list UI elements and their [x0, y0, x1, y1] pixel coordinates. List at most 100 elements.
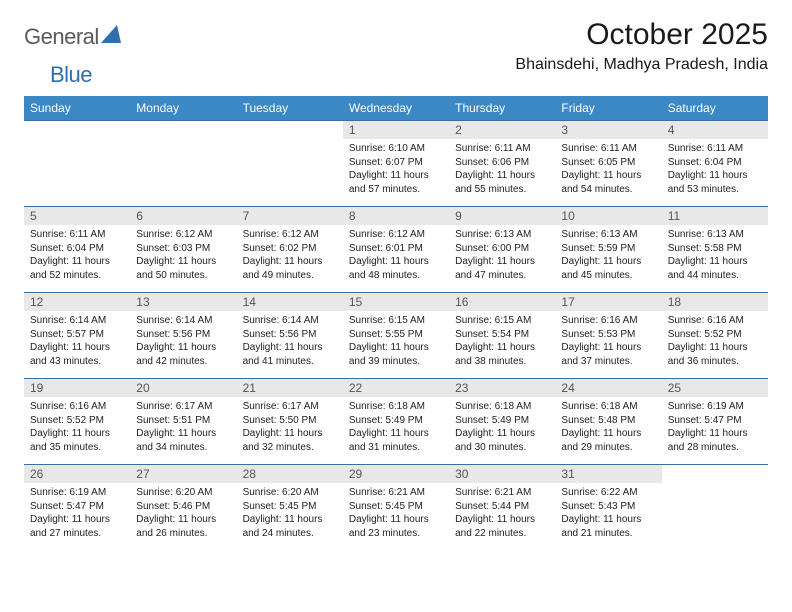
calendar-cell: [130, 121, 236, 207]
daylight-value: 11 hours and 43 minutes.: [30, 342, 110, 367]
sunset-value: 6:04 PM: [67, 243, 104, 254]
day-details: Sunrise: 6:12 AMSunset: 6:02 PMDaylight:…: [237, 225, 343, 286]
sunset-value: 5:52 PM: [704, 329, 741, 340]
day-details: Sunrise: 6:11 AMSunset: 6:06 PMDaylight:…: [449, 139, 555, 200]
brand-word-1: General: [24, 24, 99, 50]
sunset-value: 6:04 PM: [704, 157, 741, 168]
calendar-week: 26Sunrise: 6:19 AMSunset: 5:47 PMDayligh…: [24, 465, 768, 551]
sunset-value: 5:55 PM: [386, 329, 423, 340]
sunset-value: 5:45 PM: [386, 501, 423, 512]
page-title: October 2025: [515, 18, 768, 52]
daylight-value: 11 hours and 39 minutes.: [349, 342, 429, 367]
sunrise-value: 6:20 AM: [282, 487, 319, 498]
calendar-body: 1Sunrise: 6:10 AMSunset: 6:07 PMDaylight…: [24, 121, 768, 551]
day-number: 21: [237, 379, 343, 397]
calendar-table: SundayMondayTuesdayWednesdayThursdayFrid…: [24, 96, 768, 551]
sunset-value: 5:47 PM: [704, 415, 741, 426]
day-number: 5: [24, 207, 130, 225]
day-details: Sunrise: 6:18 AMSunset: 5:49 PMDaylight:…: [343, 397, 449, 458]
daylight-value: 11 hours and 34 minutes.: [136, 428, 216, 453]
daylight-value: 11 hours and 37 minutes.: [561, 342, 641, 367]
day-number: 12: [24, 293, 130, 311]
day-number: 7: [237, 207, 343, 225]
day-details: Sunrise: 6:14 AMSunset: 5:56 PMDaylight:…: [237, 311, 343, 372]
calendar-cell: 8Sunrise: 6:12 AMSunset: 6:01 PMDaylight…: [343, 207, 449, 293]
sunset-value: 5:56 PM: [173, 329, 210, 340]
day-number: 16: [449, 293, 555, 311]
sunrise-value: 6:16 AM: [707, 315, 744, 326]
day-number: 31: [555, 465, 661, 483]
day-number: 11: [662, 207, 768, 225]
daylight-value: 11 hours and 30 minutes.: [455, 428, 535, 453]
daylight-value: 11 hours and 55 minutes.: [455, 170, 535, 195]
calendar-cell: 22Sunrise: 6:18 AMSunset: 5:49 PMDayligh…: [343, 379, 449, 465]
day-details: Sunrise: 6:14 AMSunset: 5:57 PMDaylight:…: [24, 311, 130, 372]
calendar-cell: 25Sunrise: 6:19 AMSunset: 5:47 PMDayligh…: [662, 379, 768, 465]
sunset-value: 5:49 PM: [386, 415, 423, 426]
sunset-value: 5:44 PM: [492, 501, 529, 512]
day-number: 19: [24, 379, 130, 397]
calendar-cell: 31Sunrise: 6:22 AMSunset: 5:43 PMDayligh…: [555, 465, 661, 551]
calendar-cell: 9Sunrise: 6:13 AMSunset: 6:00 PMDaylight…: [449, 207, 555, 293]
calendar-cell: 11Sunrise: 6:13 AMSunset: 5:58 PMDayligh…: [662, 207, 768, 293]
day-number: 15: [343, 293, 449, 311]
calendar-cell: 1Sunrise: 6:10 AMSunset: 6:07 PMDaylight…: [343, 121, 449, 207]
day-details: Sunrise: 6:13 AMSunset: 5:59 PMDaylight:…: [555, 225, 661, 286]
sail-icon: [101, 25, 123, 50]
sunset-value: 5:49 PM: [492, 415, 529, 426]
daylight-value: 11 hours and 50 minutes.: [136, 256, 216, 281]
sunrise-value: 6:11 AM: [69, 229, 105, 240]
sunset-value: 6:01 PM: [386, 243, 423, 254]
daylight-value: 11 hours and 41 minutes.: [243, 342, 323, 367]
sunset-value: 6:05 PM: [598, 157, 635, 168]
calendar-cell: 24Sunrise: 6:18 AMSunset: 5:48 PMDayligh…: [555, 379, 661, 465]
day-number: 8: [343, 207, 449, 225]
daylight-value: 11 hours and 35 minutes.: [30, 428, 110, 453]
sunset-value: 5:57 PM: [67, 329, 104, 340]
daylight-value: 11 hours and 27 minutes.: [30, 514, 110, 539]
calendar-cell: 6Sunrise: 6:12 AMSunset: 6:03 PMDaylight…: [130, 207, 236, 293]
daylight-value: 11 hours and 53 minutes.: [668, 170, 748, 195]
daylight-value: 11 hours and 23 minutes.: [349, 514, 429, 539]
sunset-value: 5:45 PM: [279, 501, 316, 512]
sunset-value: 5:53 PM: [598, 329, 635, 340]
sunset-value: 6:02 PM: [279, 243, 316, 254]
daylight-value: 11 hours and 54 minutes.: [561, 170, 641, 195]
calendar-cell: 19Sunrise: 6:16 AMSunset: 5:52 PMDayligh…: [24, 379, 130, 465]
sunset-value: 5:48 PM: [598, 415, 635, 426]
sunrise-value: 6:11 AM: [601, 143, 637, 154]
daylight-value: 11 hours and 42 minutes.: [136, 342, 216, 367]
day-details: Sunrise: 6:16 AMSunset: 5:53 PMDaylight:…: [555, 311, 661, 372]
calendar-cell: [24, 121, 130, 207]
day-header: Saturday: [662, 96, 768, 121]
sunset-value: 6:03 PM: [173, 243, 210, 254]
sunrise-value: 6:18 AM: [388, 401, 425, 412]
daylight-value: 11 hours and 52 minutes.: [30, 256, 110, 281]
day-details: Sunrise: 6:14 AMSunset: 5:56 PMDaylight:…: [130, 311, 236, 372]
sunset-value: 5:47 PM: [67, 501, 104, 512]
calendar-cell: 29Sunrise: 6:21 AMSunset: 5:45 PMDayligh…: [343, 465, 449, 551]
daylight-value: 11 hours and 44 minutes.: [668, 256, 748, 281]
sunrise-value: 6:13 AM: [601, 229, 638, 240]
daylight-value: 11 hours and 47 minutes.: [455, 256, 535, 281]
daylight-value: 11 hours and 22 minutes.: [455, 514, 535, 539]
day-number: 25: [662, 379, 768, 397]
calendar-cell: 23Sunrise: 6:18 AMSunset: 5:49 PMDayligh…: [449, 379, 555, 465]
day-header: Tuesday: [237, 96, 343, 121]
day-details: Sunrise: 6:20 AMSunset: 5:45 PMDaylight:…: [237, 483, 343, 544]
sunset-value: 5:43 PM: [598, 501, 635, 512]
brand-logo: General: [24, 18, 125, 50]
day-number: 23: [449, 379, 555, 397]
calendar-cell: 15Sunrise: 6:15 AMSunset: 5:55 PMDayligh…: [343, 293, 449, 379]
day-number: 29: [343, 465, 449, 483]
day-details: Sunrise: 6:19 AMSunset: 5:47 PMDaylight:…: [24, 483, 130, 544]
sunrise-value: 6:14 AM: [69, 315, 106, 326]
day-number: 27: [130, 465, 236, 483]
sunrise-value: 6:14 AM: [176, 315, 213, 326]
sunrise-value: 6:13 AM: [707, 229, 744, 240]
day-number: 22: [343, 379, 449, 397]
day-details: Sunrise: 6:20 AMSunset: 5:46 PMDaylight:…: [130, 483, 236, 544]
daylight-value: 11 hours and 57 minutes.: [349, 170, 429, 195]
day-number: 13: [130, 293, 236, 311]
day-details: Sunrise: 6:12 AMSunset: 6:03 PMDaylight:…: [130, 225, 236, 286]
